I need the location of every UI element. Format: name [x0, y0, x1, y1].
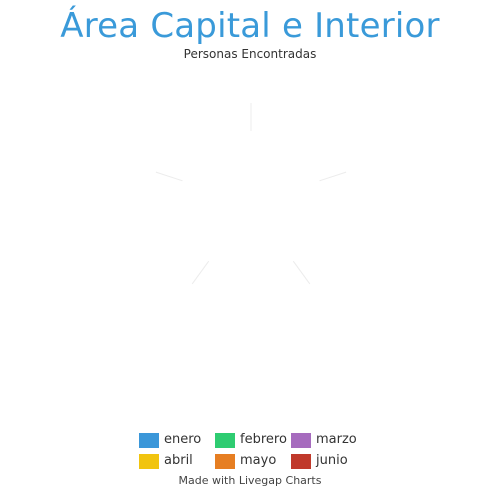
legend-label-abril: abril	[164, 453, 193, 468]
chart-subtitle: Personas Encontradas	[183, 47, 317, 61]
legend-swatch-enero	[139, 432, 159, 448]
chart-legend: enero febrero marzo abril mayo junio	[139, 432, 379, 469]
legend-label-marzo: marzo	[316, 432, 357, 447]
radar-chart	[155, 103, 347, 285]
legend-swatch-febrero	[215, 432, 235, 448]
legend-label-enero: enero	[164, 432, 202, 447]
radar-spoke	[292, 260, 311, 285]
chart-title: Área Capital e Interior	[60, 6, 440, 46]
credit-text: Made with Livegap Charts	[178, 474, 322, 487]
radar-spoke	[191, 260, 210, 285]
radar-spoke	[155, 171, 183, 182]
legend-label-febrero: febrero	[240, 432, 287, 447]
radar-spoke	[319, 171, 347, 182]
legend-item-junio[interactable]: junio	[291, 453, 367, 469]
legend-item-marzo[interactable]: marzo	[291, 432, 367, 448]
legend-swatch-abril	[139, 453, 159, 469]
legend-swatch-mayo	[215, 453, 235, 469]
legend-label-mayo: mayo	[240, 453, 277, 468]
legend-swatch-marzo	[291, 432, 311, 448]
legend-item-mayo[interactable]: mayo	[215, 453, 291, 469]
legend-item-abril[interactable]: abril	[139, 453, 215, 469]
legend-item-enero[interactable]: enero	[139, 432, 215, 448]
legend-item-febrero[interactable]: febrero	[215, 432, 291, 448]
legend-swatch-junio	[291, 453, 311, 469]
legend-label-junio: junio	[316, 453, 348, 468]
radar-axes	[155, 103, 347, 285]
